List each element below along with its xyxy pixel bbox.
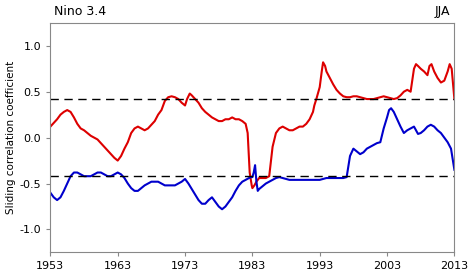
Text: JJA: JJA [435,5,450,18]
Y-axis label: Sliding correlation coefficient: Sliding correlation coefficient [6,61,16,214]
Text: Nino 3.4: Nino 3.4 [55,5,107,18]
